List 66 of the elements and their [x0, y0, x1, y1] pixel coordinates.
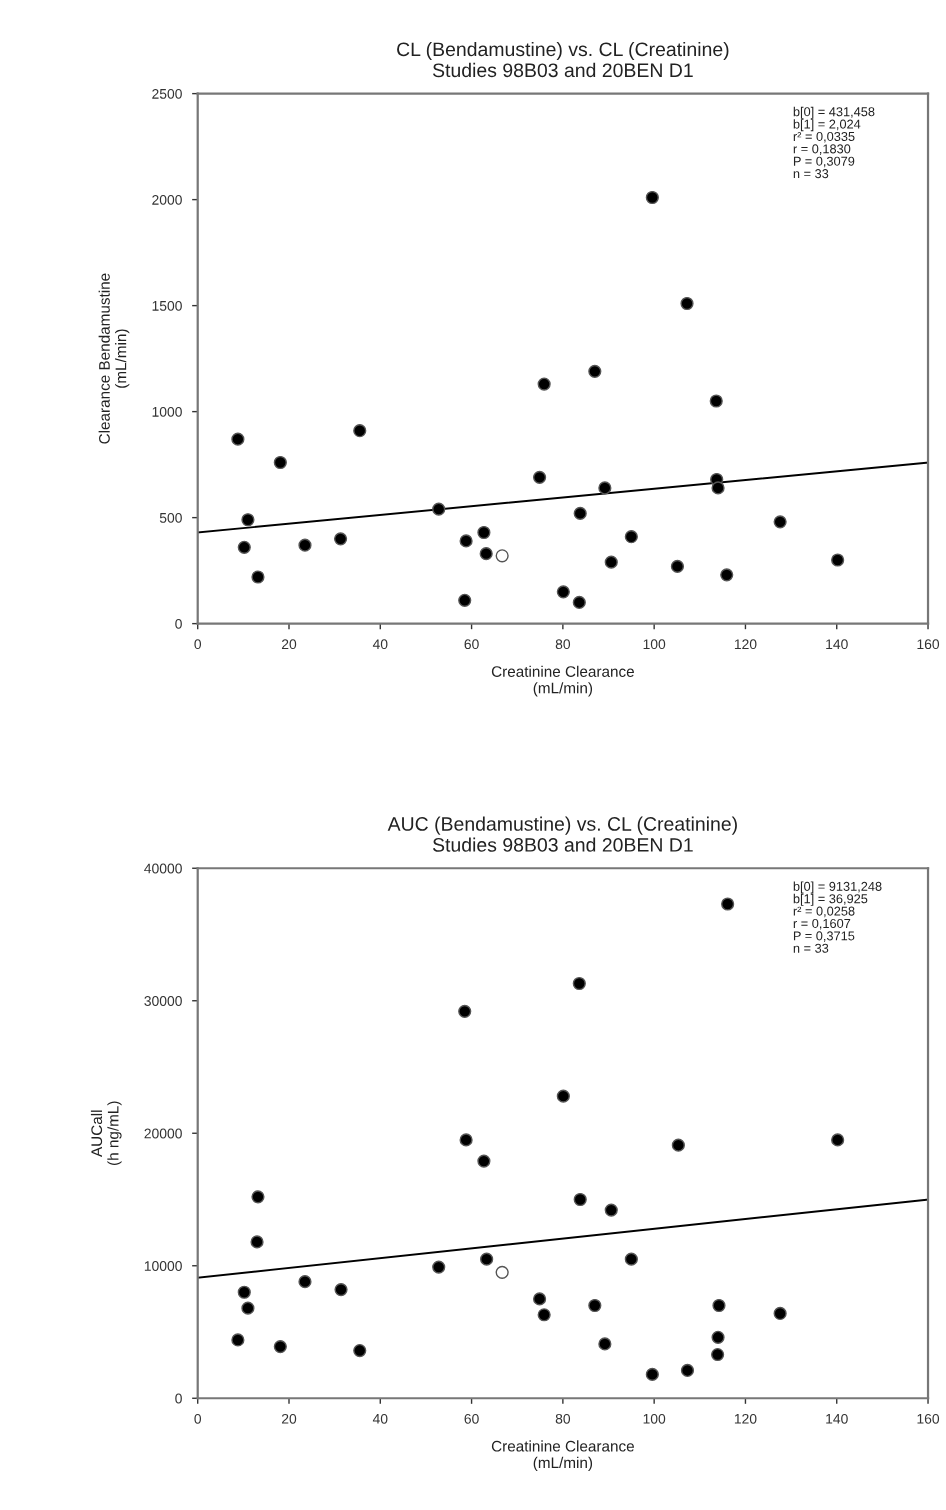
point — [680, 1363, 695, 1378]
point — [432, 1260, 446, 1274]
point — [680, 296, 694, 311]
point — [459, 534, 473, 548]
point — [572, 595, 586, 610]
chart-title: CL (Bendamustine) vs. CL (Creatinine) Studies 98B03 and 20BEN D1 — [397, 41, 729, 78]
point — [773, 1306, 787, 1321]
point — [353, 424, 367, 438]
point — [537, 1308, 551, 1322]
point — [241, 513, 255, 527]
point — [598, 1337, 612, 1351]
point — [477, 525, 491, 540]
point — [237, 1285, 251, 1299]
point — [237, 540, 251, 554]
point — [556, 585, 570, 599]
point — [495, 1265, 509, 1279]
point — [671, 1138, 685, 1152]
point — [831, 1133, 845, 1147]
point — [353, 1343, 367, 1358]
chart-title: AUC (Bendamustine) vs. CL (Creatinine) Studies 98B03 and 20BEN D1 — [387, 816, 737, 852]
point — [624, 1252, 638, 1266]
point — [241, 1301, 255, 1315]
point — [645, 190, 659, 205]
point — [273, 455, 287, 470]
point — [459, 1133, 473, 1147]
point — [477, 1154, 491, 1168]
point — [333, 532, 348, 546]
point — [711, 1347, 725, 1362]
point — [573, 506, 587, 520]
point — [432, 502, 446, 516]
point — [604, 1203, 618, 1217]
point — [598, 481, 612, 495]
point — [458, 593, 472, 607]
point — [533, 1292, 547, 1306]
point — [604, 555, 618, 569]
point — [711, 1330, 725, 1344]
point — [556, 1089, 570, 1103]
point — [251, 570, 265, 584]
point — [773, 515, 787, 529]
point — [645, 1367, 659, 1381]
point — [572, 976, 586, 991]
point — [711, 481, 725, 495]
point — [298, 1275, 312, 1289]
point — [495, 549, 509, 563]
point — [712, 1298, 726, 1313]
point — [479, 547, 493, 561]
point — [480, 1252, 494, 1266]
point — [588, 1298, 602, 1313]
point — [624, 530, 638, 544]
point — [721, 897, 735, 911]
point — [273, 1339, 287, 1354]
point — [720, 568, 734, 582]
point — [334, 1283, 348, 1297]
point — [250, 1235, 264, 1249]
point — [831, 553, 845, 567]
point — [231, 432, 245, 446]
point — [533, 470, 547, 484]
point — [670, 559, 685, 573]
point — [458, 1004, 472, 1018]
point — [251, 1190, 265, 1204]
point — [588, 364, 602, 378]
point — [298, 538, 312, 552]
point — [231, 1333, 245, 1347]
point — [573, 1192, 587, 1207]
point — [709, 394, 723, 408]
point — [537, 377, 551, 391]
